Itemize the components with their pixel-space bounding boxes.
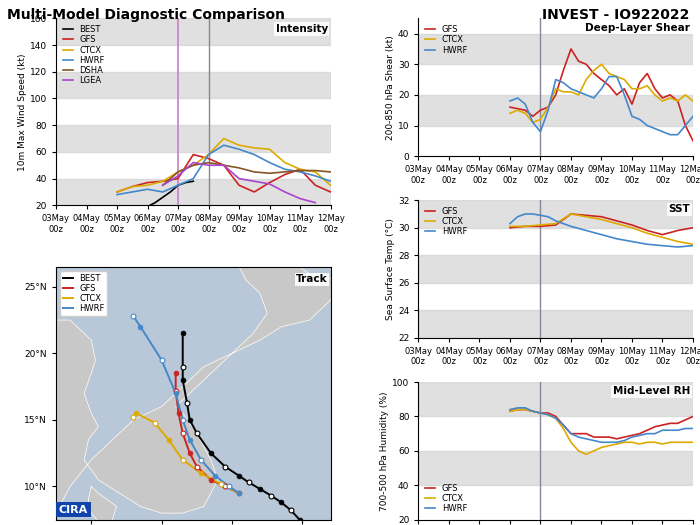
Legend: GFS, CTCX, HWRF: GFS, CTCX, HWRF	[423, 23, 470, 57]
Polygon shape	[0, 247, 337, 513]
Bar	[419, 255, 693, 283]
Bar	[419, 200, 693, 228]
Y-axis label: 700-500 hPa Humidity (%): 700-500 hPa Humidity (%)	[380, 391, 389, 511]
Bar	[419, 382, 693, 416]
Text: Intensity: Intensity	[276, 24, 328, 34]
Text: Track: Track	[296, 275, 328, 285]
Text: Deep-Layer Shear: Deep-Layer Shear	[585, 23, 690, 33]
Bar	[56, 178, 330, 205]
Y-axis label: 200-850 hPa Shear (kt): 200-850 hPa Shear (kt)	[386, 35, 395, 140]
Legend: BEST, GFS, CTCX, HWRF, DSHA, LGEA: BEST, GFS, CTCX, HWRF, DSHA, LGEA	[60, 23, 107, 88]
Bar	[419, 310, 693, 338]
Bar	[56, 18, 330, 45]
Polygon shape	[88, 487, 116, 525]
Text: Mid-Level RH: Mid-Level RH	[613, 386, 690, 396]
Y-axis label: Sea Surface Temp (°C): Sea Surface Temp (°C)	[386, 218, 395, 320]
Y-axis label: 10m Max Wind Speed (kt): 10m Max Wind Speed (kt)	[18, 53, 27, 171]
Bar	[56, 72, 330, 99]
Text: CIRA: CIRA	[59, 505, 88, 514]
Bar	[419, 95, 693, 125]
Legend: GFS, CTCX, HWRF: GFS, CTCX, HWRF	[423, 204, 470, 239]
Text: INVEST - IO922022: INVEST - IO922022	[542, 8, 690, 22]
Legend: BEST, GFS, CTCX, HWRF: BEST, GFS, CTCX, HWRF	[60, 271, 107, 316]
Bar	[419, 34, 693, 64]
Bar	[56, 125, 330, 152]
Text: Multi-Model Diagnostic Comparison: Multi-Model Diagnostic Comparison	[7, 8, 285, 22]
Legend: GFS, CTCX, HWRF: GFS, CTCX, HWRF	[423, 481, 470, 516]
Text: SST: SST	[668, 204, 690, 214]
Bar	[419, 451, 693, 485]
